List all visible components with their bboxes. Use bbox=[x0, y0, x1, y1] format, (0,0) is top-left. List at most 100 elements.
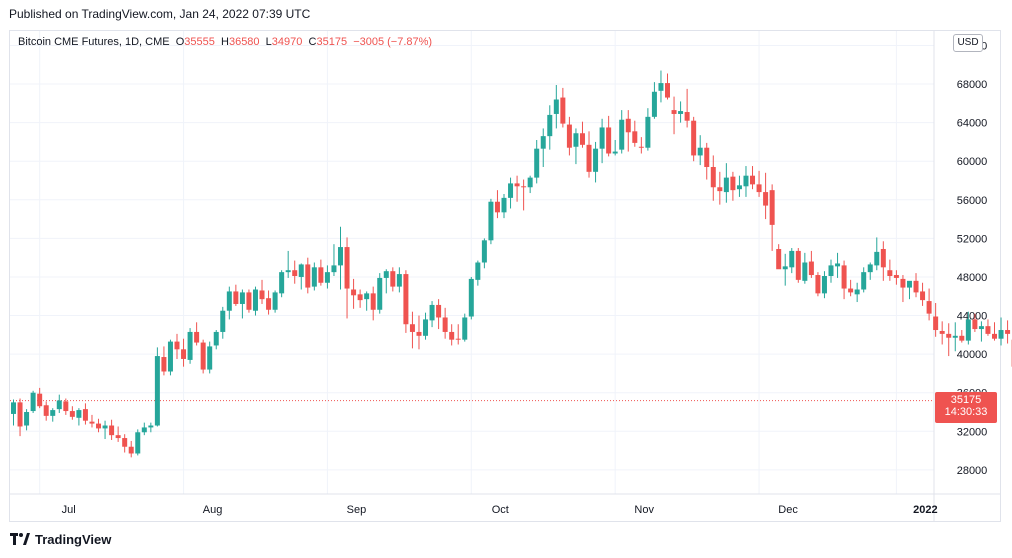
candle[interactable] bbox=[697, 135, 703, 166]
candle[interactable] bbox=[69, 406, 75, 420]
candle[interactable] bbox=[266, 290, 272, 315]
candle[interactable] bbox=[279, 270, 285, 298]
candle[interactable] bbox=[717, 171, 723, 205]
candle[interactable] bbox=[377, 273, 383, 314]
candle[interactable] bbox=[906, 280, 912, 300]
currency-badge[interactable]: USD bbox=[953, 34, 983, 52]
candle[interactable] bbox=[1005, 320, 1011, 344]
candle[interactable] bbox=[802, 252, 808, 284]
candle[interactable] bbox=[815, 272, 821, 297]
candle[interactable] bbox=[874, 237, 880, 271]
candle[interactable] bbox=[390, 267, 396, 292]
candle[interactable] bbox=[586, 131, 592, 178]
candle[interactable] bbox=[174, 333, 180, 359]
candle[interactable] bbox=[651, 82, 657, 119]
candle[interactable] bbox=[194, 322, 200, 346]
candle[interactable] bbox=[848, 279, 854, 297]
candle[interactable] bbox=[959, 330, 965, 343]
candle[interactable] bbox=[220, 306, 226, 339]
candle[interactable] bbox=[76, 408, 82, 426]
candle[interactable] bbox=[913, 273, 919, 298]
candle[interactable] bbox=[449, 324, 455, 346]
candle[interactable] bbox=[560, 87, 566, 128]
candle[interactable] bbox=[357, 289, 363, 308]
candle[interactable] bbox=[383, 269, 389, 294]
candle[interactable] bbox=[893, 270, 899, 285]
candle[interactable] bbox=[468, 276, 474, 320]
candle[interactable] bbox=[409, 311, 415, 349]
candle[interactable] bbox=[351, 278, 357, 309]
candle[interactable] bbox=[436, 299, 442, 330]
candle[interactable] bbox=[645, 108, 651, 151]
candle[interactable] bbox=[311, 262, 317, 291]
candle[interactable] bbox=[167, 339, 173, 376]
candle[interactable] bbox=[318, 259, 324, 286]
candle[interactable] bbox=[625, 110, 631, 152]
candle[interactable] bbox=[553, 85, 559, 129]
candle[interactable] bbox=[285, 250, 291, 278]
candle[interactable] bbox=[161, 346, 167, 376]
candle[interactable] bbox=[750, 166, 756, 190]
candle[interactable] bbox=[207, 341, 213, 374]
candle[interactable] bbox=[56, 394, 62, 413]
candle[interactable] bbox=[475, 260, 481, 286]
candle[interactable] bbox=[239, 289, 245, 319]
candle[interactable] bbox=[658, 70, 664, 103]
candle[interactable] bbox=[933, 303, 939, 337]
candle[interactable] bbox=[900, 275, 906, 303]
candle[interactable] bbox=[776, 244, 782, 270]
candle[interactable] bbox=[324, 265, 330, 289]
candle[interactable] bbox=[782, 253, 788, 286]
candle[interactable] bbox=[978, 321, 984, 342]
candle[interactable] bbox=[926, 288, 932, 321]
candle[interactable] bbox=[952, 322, 958, 352]
candle[interactable] bbox=[985, 319, 991, 336]
candle[interactable] bbox=[128, 440, 134, 458]
candle[interactable] bbox=[154, 347, 160, 427]
candle[interactable] bbox=[488, 198, 494, 245]
candle[interactable] bbox=[946, 323, 952, 357]
candle[interactable] bbox=[403, 270, 409, 333]
candle[interactable] bbox=[233, 284, 239, 306]
candle[interactable] bbox=[148, 422, 154, 433]
candle[interactable] bbox=[96, 418, 102, 433]
candle[interactable] bbox=[17, 398, 23, 437]
candle[interactable] bbox=[89, 414, 95, 428]
candle[interactable] bbox=[338, 226, 343, 290]
candle[interactable] bbox=[200, 339, 206, 374]
candle[interactable] bbox=[867, 262, 873, 280]
candle[interactable] bbox=[24, 409, 30, 431]
candle[interactable] bbox=[534, 139, 540, 184]
candle[interactable] bbox=[566, 116, 572, 156]
candle[interactable] bbox=[109, 419, 115, 440]
candle[interactable] bbox=[795, 248, 801, 283]
candle[interactable] bbox=[992, 322, 997, 341]
candle[interactable] bbox=[527, 175, 533, 194]
candle[interactable] bbox=[494, 190, 500, 219]
candle[interactable] bbox=[769, 184, 775, 251]
candle[interactable] bbox=[292, 260, 298, 284]
candle[interactable] bbox=[135, 429, 141, 456]
candle[interactable] bbox=[828, 259, 834, 283]
candle[interactable] bbox=[730, 171, 736, 201]
candle[interactable] bbox=[181, 338, 187, 367]
candle[interactable] bbox=[298, 263, 304, 290]
candle[interactable] bbox=[691, 116, 697, 162]
candle[interactable] bbox=[423, 312, 429, 340]
candle[interactable] bbox=[789, 248, 795, 274]
candle[interactable] bbox=[226, 286, 232, 320]
candle[interactable] bbox=[704, 142, 710, 180]
candle[interactable] bbox=[678, 101, 684, 123]
candle[interactable] bbox=[880, 241, 886, 281]
candle[interactable] bbox=[723, 163, 729, 203]
candle[interactable] bbox=[141, 422, 147, 436]
candle[interactable] bbox=[965, 311, 971, 345]
candle[interactable] bbox=[305, 257, 311, 294]
candle[interactable] bbox=[82, 403, 88, 425]
candle[interactable] bbox=[481, 238, 487, 269]
candle[interactable] bbox=[684, 88, 690, 128]
candle[interactable] bbox=[246, 289, 252, 313]
candle[interactable] bbox=[736, 175, 742, 197]
candle[interactable] bbox=[998, 317, 1004, 346]
